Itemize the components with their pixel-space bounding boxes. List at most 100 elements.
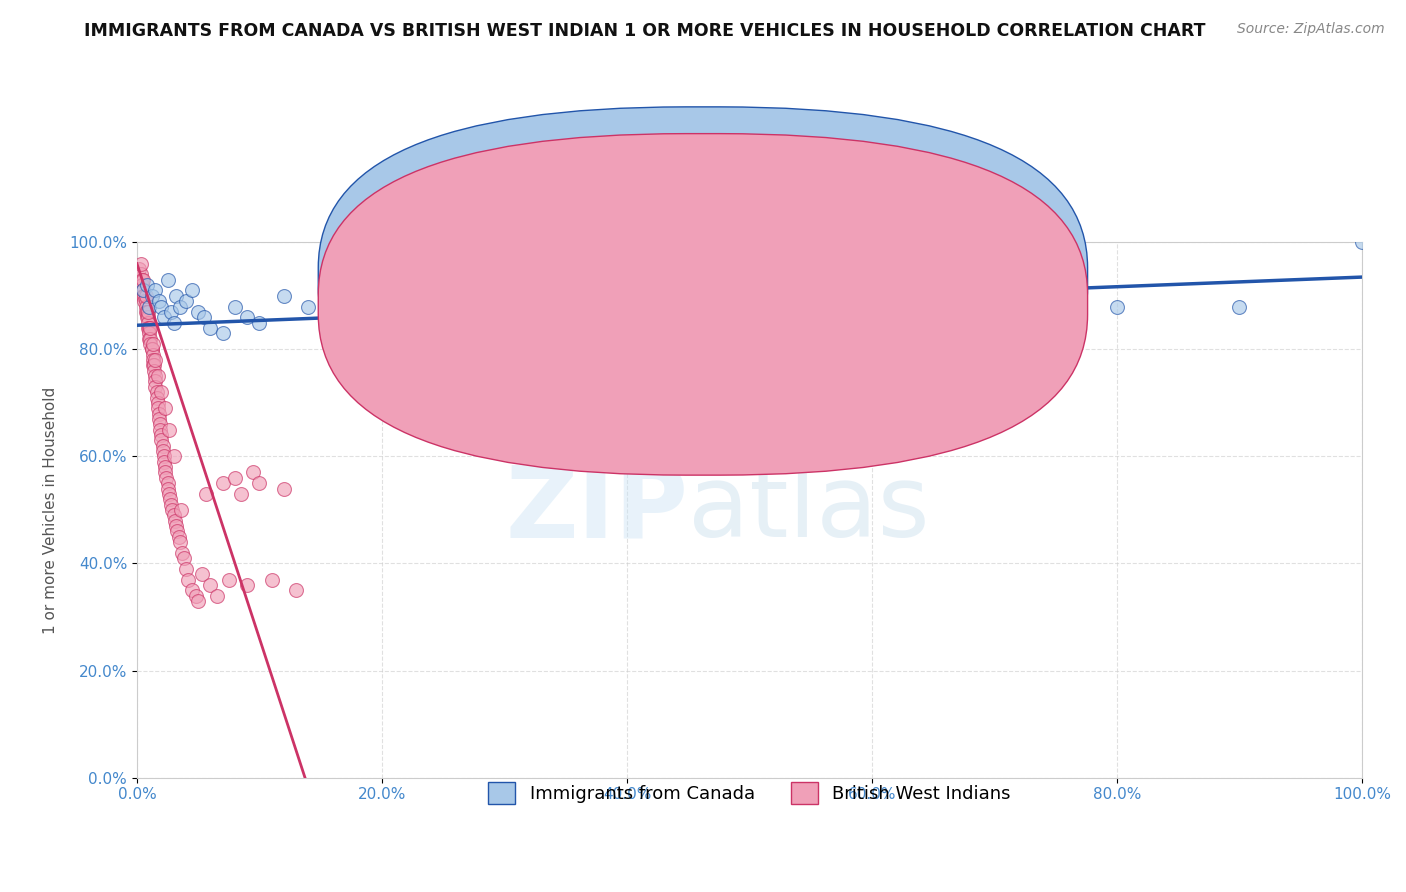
Point [165, 519, 187, 533]
Point [166, 524, 188, 539]
Point [159, 492, 181, 507]
Point [1351, 235, 1374, 250]
Point [152, 439, 174, 453]
Point [150, 300, 173, 314]
Point [616, 305, 638, 319]
Point [135, 294, 157, 309]
Point [738, 300, 761, 314]
Point [138, 332, 160, 346]
Legend: Immigrants from Canada, British West Indians: Immigrants from Canada, British West Ind… [481, 775, 1018, 812]
Point [346, 300, 368, 314]
Point [149, 417, 172, 432]
Point [191, 567, 214, 582]
Point [152, 444, 174, 458]
Point [173, 551, 195, 566]
Point [224, 300, 246, 314]
Point [165, 289, 187, 303]
Point [142, 348, 165, 362]
Point [143, 364, 166, 378]
Point [181, 284, 204, 298]
Point [136, 310, 159, 325]
Point [193, 310, 215, 325]
Point [468, 300, 491, 314]
Point [860, 300, 883, 314]
Point [169, 535, 191, 549]
Text: Source: ZipAtlas.com: Source: ZipAtlas.com [1237, 22, 1385, 37]
Point [136, 316, 159, 330]
Point [143, 375, 166, 389]
Point [135, 289, 157, 303]
Point [155, 471, 177, 485]
Point [922, 300, 945, 314]
FancyBboxPatch shape [318, 107, 1088, 449]
Point [162, 503, 184, 517]
Point [134, 294, 156, 309]
Point [138, 321, 160, 335]
Point [145, 385, 167, 400]
Point [1105, 300, 1128, 314]
Point [143, 359, 166, 373]
Point [146, 401, 169, 416]
Point [273, 482, 295, 496]
Point [143, 380, 166, 394]
Point [167, 530, 190, 544]
Point [153, 310, 176, 325]
Point [150, 385, 173, 400]
Point [135, 305, 157, 319]
Point [1229, 300, 1251, 314]
Point [665, 300, 688, 314]
Point [150, 434, 173, 448]
Point [211, 476, 233, 491]
Point [200, 321, 222, 335]
Point [160, 498, 183, 512]
Point [236, 578, 259, 592]
FancyBboxPatch shape [318, 134, 1088, 475]
Point [260, 573, 283, 587]
Point [131, 278, 153, 293]
Point [131, 273, 153, 287]
Point [156, 482, 179, 496]
Point [150, 428, 173, 442]
Point [153, 455, 176, 469]
Point [160, 305, 183, 319]
Point [142, 353, 165, 368]
Point [142, 337, 165, 351]
Point [149, 423, 172, 437]
Point [157, 423, 180, 437]
Point [249, 476, 271, 491]
Point [146, 369, 169, 384]
Point [135, 305, 157, 319]
Point [139, 321, 162, 335]
Point [530, 300, 553, 314]
Point [148, 294, 170, 309]
Point [163, 508, 186, 523]
Point [156, 273, 179, 287]
Point [249, 316, 271, 330]
Point [138, 300, 160, 314]
Point [163, 514, 186, 528]
Point [242, 466, 264, 480]
Point [145, 391, 167, 405]
Point [134, 289, 156, 303]
Point [141, 343, 163, 357]
Point [371, 305, 394, 319]
Point [205, 589, 228, 603]
Point [494, 305, 516, 319]
Text: R = 0.395   N = 45
R = -0.176   N = 93: R = 0.395 N = 45 R = -0.176 N = 93 [731, 264, 915, 314]
Point [194, 487, 217, 501]
Point [142, 359, 165, 373]
Point [567, 300, 589, 314]
Point [143, 353, 166, 368]
Point [184, 589, 207, 603]
Point [135, 278, 157, 293]
Point [163, 450, 186, 464]
Point [395, 305, 418, 319]
Point [1045, 300, 1067, 314]
Point [143, 369, 166, 384]
Point [800, 300, 823, 314]
Point [170, 503, 193, 517]
Point [181, 583, 204, 598]
Point [322, 305, 344, 319]
Point [132, 284, 155, 298]
Point [236, 310, 259, 325]
